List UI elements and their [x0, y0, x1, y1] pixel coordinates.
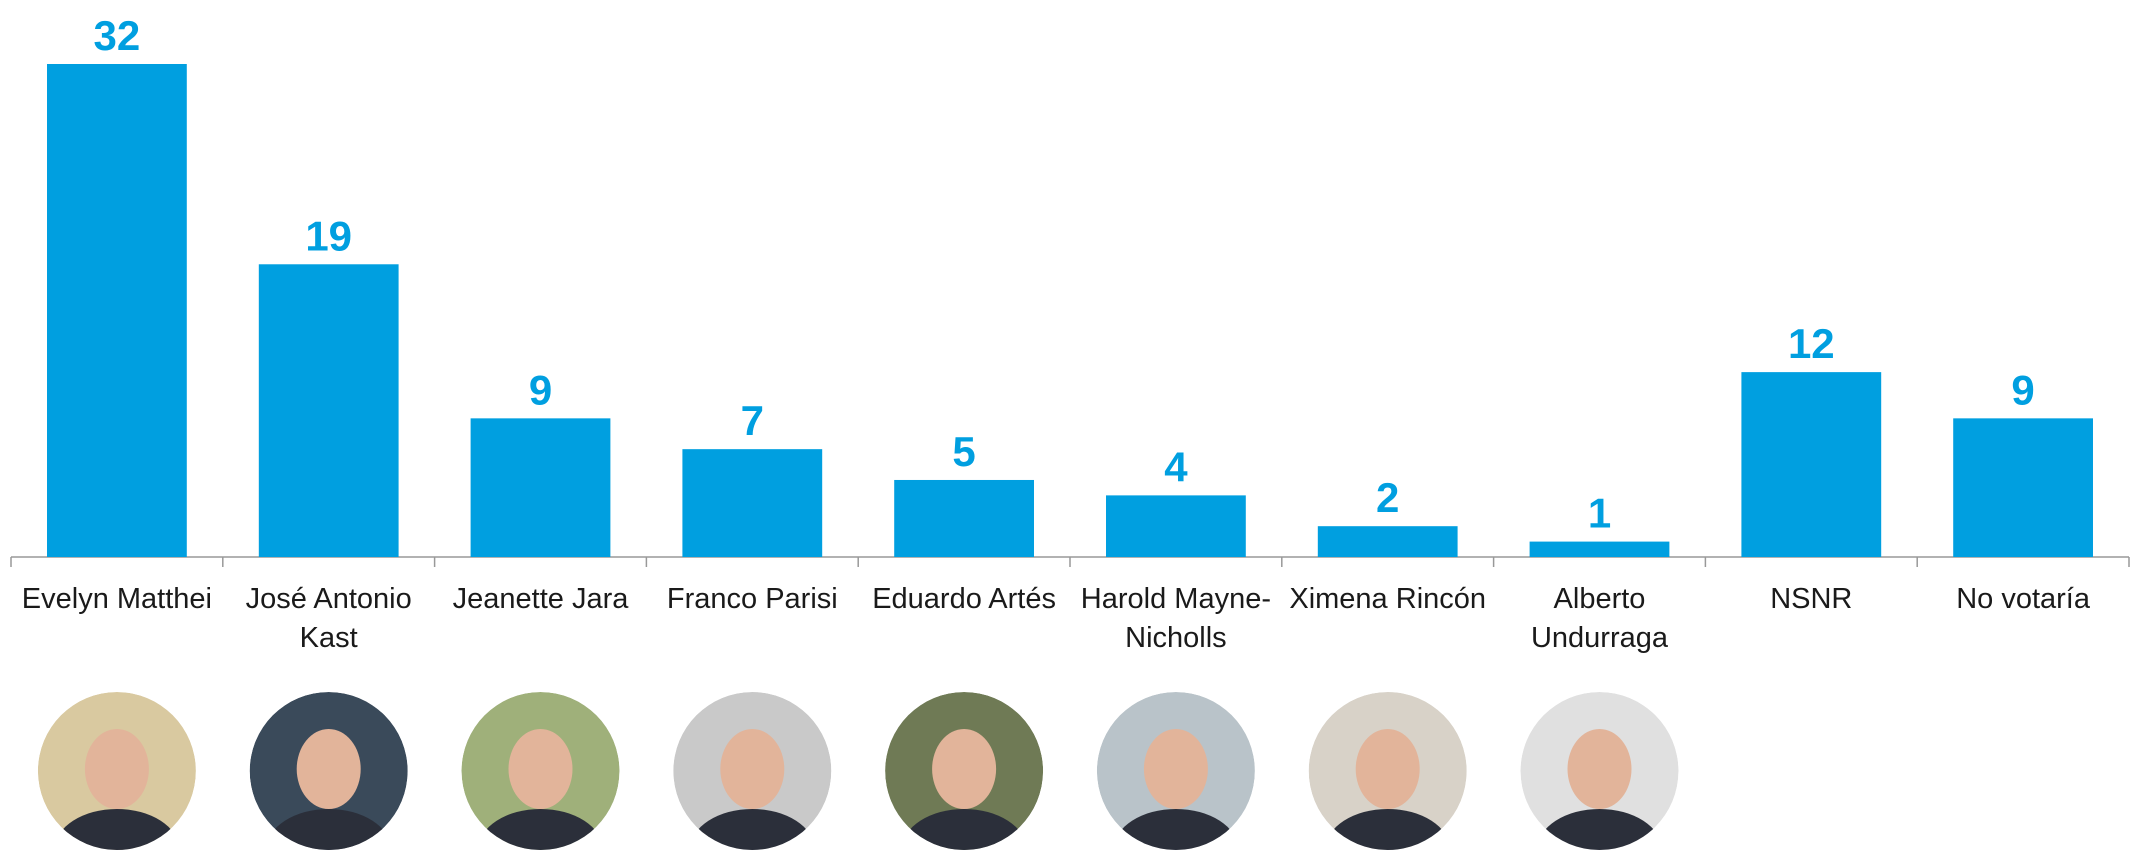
bar [1953, 418, 2093, 557]
x-tick-label: Eduardo Artés [852, 580, 1076, 619]
candidate-photo [673, 692, 831, 851]
x-tick-label: Alberto Undurraga [1488, 580, 1712, 658]
value-label: 2 [1376, 474, 1399, 521]
x-tick-label: Harold Mayne-Nicholls [1064, 580, 1288, 658]
value-label: 1 [1588, 490, 1611, 537]
bar [682, 449, 822, 557]
photo-face [1144, 729, 1208, 809]
photo-face [509, 729, 573, 809]
value-label: 7 [741, 397, 764, 444]
chart: 32 19 9 7 5 4 2 1 12 9 [0, 0, 2136, 851]
x-tick-label: NSNR [1699, 580, 1923, 619]
x-tick-label: Franco Parisi [640, 580, 864, 619]
candidate-photo [462, 692, 620, 851]
x-tick-label: Evelyn Matthei [5, 580, 229, 619]
candidate-photo [38, 692, 196, 851]
photo-face [932, 729, 996, 809]
value-label: 12 [1788, 320, 1835, 367]
photo-face [720, 729, 784, 809]
candidate-photo [250, 692, 408, 851]
page: 3219975421129 (() => { const data = JSON… [0, 0, 2136, 851]
bar [1530, 542, 1670, 557]
value-label: 32 [94, 12, 141, 59]
x-tick-label: Jeanette Jara [429, 580, 653, 619]
candidate-photo [885, 692, 1043, 851]
candidate-photo [1309, 692, 1467, 851]
photo-face [297, 729, 361, 809]
bar [1741, 372, 1881, 557]
x-tick-label: No votaría [1911, 580, 2135, 619]
value-label: 9 [2011, 366, 2034, 413]
value-label: 19 [305, 212, 352, 259]
bar [47, 64, 187, 557]
photo-face [1356, 729, 1420, 809]
value-label: 9 [529, 366, 552, 413]
x-tick-label: Ximena Rincón [1276, 580, 1500, 619]
bar [1318, 526, 1458, 557]
bar [894, 480, 1034, 557]
photo-face [1568, 729, 1632, 809]
candidate-photo [1097, 692, 1255, 851]
bar [259, 264, 399, 557]
value-label: 5 [952, 428, 975, 475]
bar [1106, 495, 1246, 557]
bar [471, 418, 611, 557]
candidate-photo [1521, 692, 1679, 851]
photo-face [85, 729, 149, 809]
x-tick-label: José Antonio Kast [217, 580, 441, 658]
value-label: 4 [1164, 443, 1188, 490]
